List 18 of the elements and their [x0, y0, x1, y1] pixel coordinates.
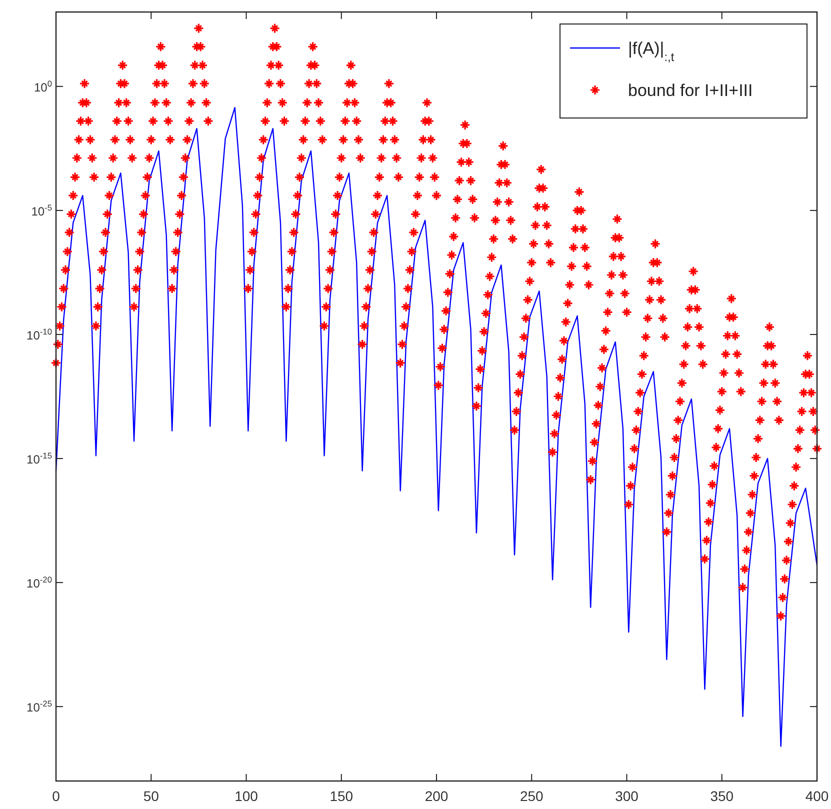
x-tick-label: 50	[143, 788, 160, 804]
line-series	[55, 107, 818, 747]
legend-label: |f(A)|$_{:,t}$	[628, 39, 675, 64]
y-tick-label: 10$^{-10}$	[26, 326, 52, 342]
y-tick-label: 10$^{-25}$	[26, 698, 52, 715]
y-tick-label: 10$^{-20}$	[26, 574, 52, 591]
x-tick-label: 100	[234, 788, 258, 804]
y-tick-label: 10$^{0}$	[34, 78, 52, 94]
x-tick-label: 350	[710, 788, 734, 804]
x-tick-label: 150	[330, 788, 354, 804]
y-tick-label: 10$^{-15}$	[26, 450, 52, 467]
legend-label: bound for I+II+III	[628, 81, 753, 100]
x-tick-label: 250	[520, 788, 544, 804]
x-tick-label: 400	[805, 788, 829, 804]
x-tick-label: 300	[615, 788, 639, 804]
y-tick-label: 10$^{-5}$	[31, 202, 52, 218]
x-tick-label: 0	[52, 788, 60, 804]
x-tick-label: 200	[424, 788, 448, 804]
